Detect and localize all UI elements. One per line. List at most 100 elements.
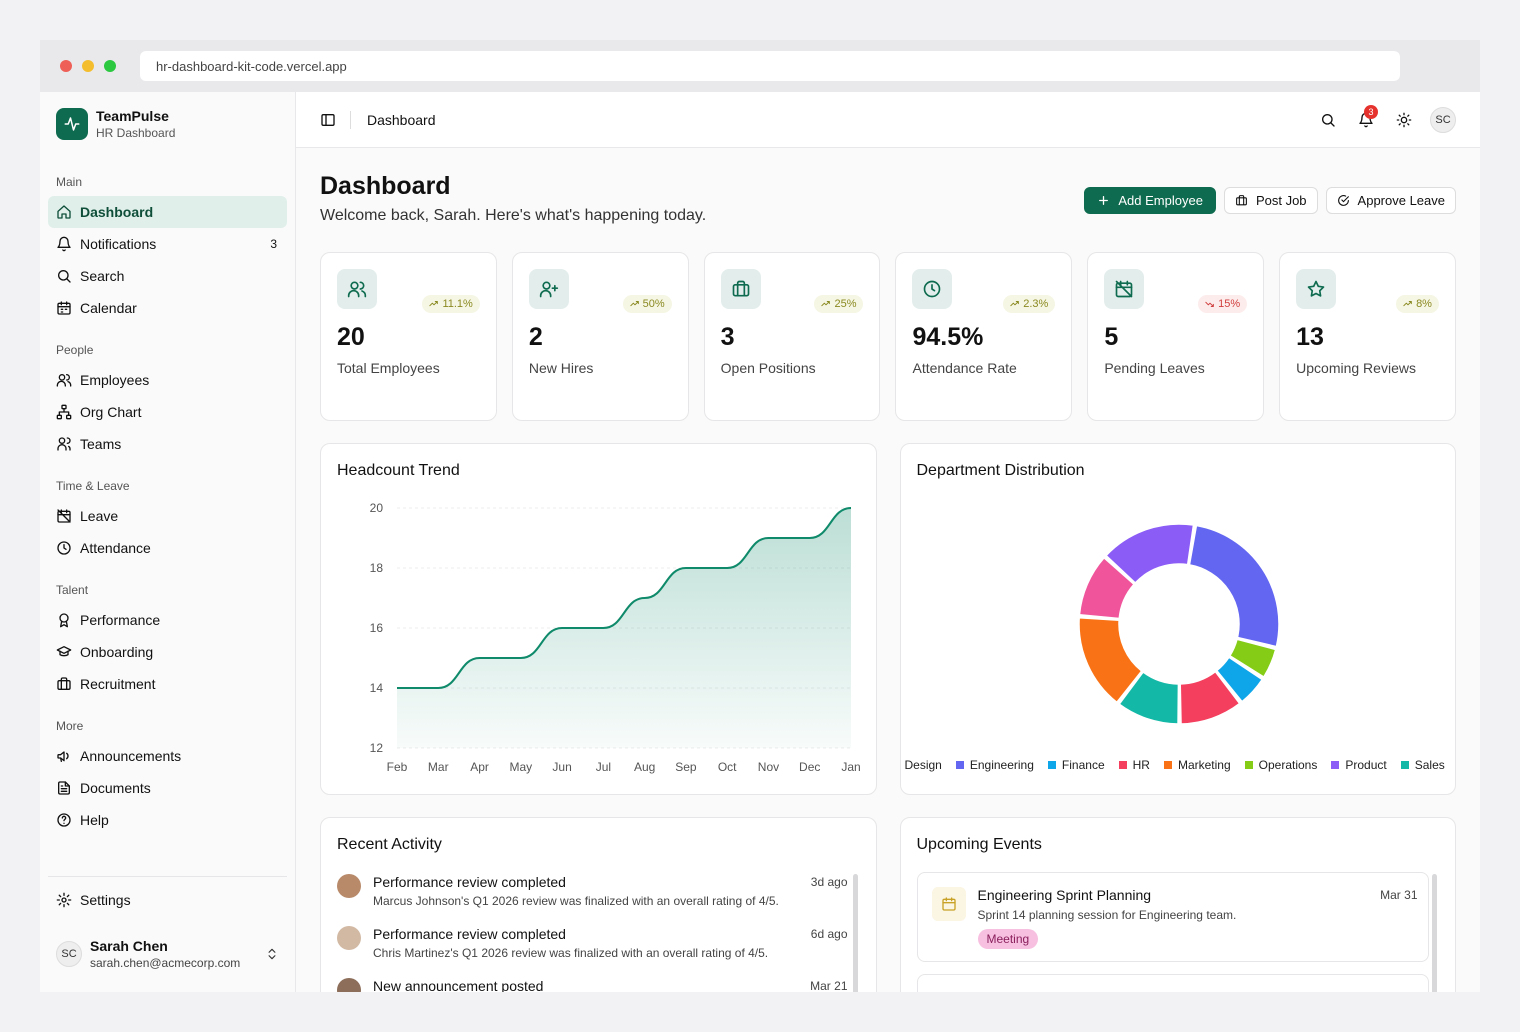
address-bar[interactable]: hr-dashboard-kit-code.vercel.app xyxy=(140,51,1400,81)
trend-badge: 8% xyxy=(1396,295,1439,313)
post-job-button[interactable]: Post Job xyxy=(1223,187,1318,214)
stat-icon xyxy=(1104,269,1145,309)
pie-slice-hr[interactable] xyxy=(1178,670,1241,725)
activity-item[interactable]: New announcement posted Mar 21 xyxy=(337,978,848,992)
stat-card[interactable]: 2.3% 94.5% Attendance Rate xyxy=(895,252,1073,421)
add-employee-button[interactable]: Add Employee xyxy=(1084,187,1216,214)
sidebar-item-documents[interactable]: Documents xyxy=(48,772,287,804)
legend-item[interactable]: Marketing xyxy=(1163,758,1231,772)
pie-slice-design[interactable] xyxy=(1078,556,1135,620)
legend-label: HR xyxy=(1132,758,1150,772)
sidebar-item-search[interactable]: Search xyxy=(48,260,287,292)
stat-card[interactable]: 8% 13 Upcoming Reviews xyxy=(1279,252,1456,421)
sidebar-item-label: Announcements xyxy=(80,748,182,764)
sidebar-item-label: Help xyxy=(80,812,109,828)
x-tick-label: Oct xyxy=(718,760,737,774)
sidebar-item-employees[interactable]: Employees xyxy=(48,364,287,396)
activity-title: Performance review completed xyxy=(373,874,566,890)
event-card[interactable]: Engineering Sprint Planning Sprint 14 pla… xyxy=(916,872,1429,962)
pie-slice-product[interactable] xyxy=(1104,523,1194,584)
sidebar-item-dashboard[interactable]: Dashboard xyxy=(48,196,287,228)
trend-value: 50% xyxy=(642,298,665,310)
scrollbar[interactable] xyxy=(852,874,858,992)
sun-icon[interactable] xyxy=(1388,104,1420,136)
users-icon xyxy=(347,281,367,298)
sidebar-item-label: Attendance xyxy=(80,540,151,556)
user-menu[interactable]: SC Sarah Chen sarah.chen@acmecorp.com xyxy=(56,934,279,974)
stat-card[interactable]: 25% 3 Open Positions xyxy=(703,252,881,421)
calendar-icon xyxy=(57,301,71,315)
sidebar-item-recruitment[interactable]: Recruitment xyxy=(48,668,287,700)
avatar xyxy=(337,874,361,898)
bell-icon[interactable]: 3 xyxy=(1350,104,1382,136)
minimize-window-dot[interactable] xyxy=(82,60,94,72)
stat-value: 3 xyxy=(720,323,735,351)
activity-title: Performance review completed xyxy=(373,926,566,942)
stat-label: Upcoming Reviews xyxy=(1296,360,1416,376)
stat-label: Open Positions xyxy=(720,360,816,376)
legend-swatch xyxy=(1118,761,1127,769)
pie-slice-finance[interactable] xyxy=(1215,656,1263,703)
sidebar-item-label: Leave xyxy=(80,508,119,524)
trend-value: 15% xyxy=(1218,298,1241,310)
legend-item[interactable]: Operations xyxy=(1244,758,1317,772)
activity-time: 3d ago xyxy=(810,875,848,889)
stat-value: 94.5% xyxy=(912,323,984,351)
stats-row: 11.1% 20 Total Employees 50% 2 New Hires 25% 3 O… xyxy=(320,252,1456,421)
document-icon xyxy=(58,781,70,795)
add-employee-label: Add Employee xyxy=(1118,193,1203,208)
trending-down-icon xyxy=(1205,301,1214,307)
sidebar-item-teams[interactable]: Teams xyxy=(48,428,287,460)
stat-card[interactable]: 50% 2 New Hires xyxy=(511,252,689,421)
stat-card[interactable]: 15% 5 Pending Leaves xyxy=(1087,252,1265,421)
close-window-dot[interactable] xyxy=(60,60,72,72)
section-label: Main xyxy=(56,175,83,189)
stat-label: Pending Leaves xyxy=(1104,360,1205,376)
main-area: Dashboard 3 SC xyxy=(296,92,1480,992)
trending-up-icon xyxy=(821,301,831,307)
legend-label: Product xyxy=(1345,758,1387,772)
avatar[interactable]: SC xyxy=(1430,106,1456,133)
sidebar-item-settings[interactable]: Settings xyxy=(48,884,287,916)
scrollbar[interactable] xyxy=(1432,874,1437,992)
topbar-divider xyxy=(350,110,351,129)
sidebar-item-label: Employees xyxy=(80,372,150,388)
legend-item[interactable]: Finance xyxy=(1047,758,1105,772)
pie-slice-marketing[interactable] xyxy=(1077,616,1143,704)
maximize-window-dot[interactable] xyxy=(104,60,116,72)
stat-card[interactable]: 11.1% 20 Total Employees xyxy=(320,252,497,421)
activity-item[interactable]: Performance review completed Marcus Johns… xyxy=(337,874,848,918)
legend-item[interactable]: Engineering xyxy=(955,758,1034,772)
sidebar-item-attendance[interactable]: Attendance xyxy=(48,532,287,564)
card-title: Department Distribution xyxy=(916,462,1085,479)
pie-slice-engineering[interactable] xyxy=(1188,524,1280,648)
approve-leave-button[interactable]: Approve Leave xyxy=(1325,187,1456,214)
sidebar-toggle-icon[interactable] xyxy=(320,112,336,128)
pie-slice-sales[interactable] xyxy=(1117,671,1179,725)
legend-item[interactable]: Sales xyxy=(1400,758,1445,772)
briefcase-icon xyxy=(57,677,71,690)
sidebar-item-notifications[interactable]: Notifications 3 xyxy=(48,228,287,260)
sidebar-item-performance[interactable]: Performance xyxy=(48,604,287,636)
trend-value: 25% xyxy=(834,298,857,310)
brand[interactable]: TeamPulse HR Dashboard xyxy=(40,92,295,140)
activity-item[interactable]: Performance review completed Chris Martin… xyxy=(337,926,848,970)
trending-up-icon xyxy=(629,301,639,307)
sidebar-item-onboarding[interactable]: Onboarding xyxy=(48,636,287,668)
sidebar-item-announcements[interactable]: Announcements xyxy=(48,740,287,772)
org-chart-icon xyxy=(56,404,72,420)
sidebar-item-calendar[interactable]: Calendar xyxy=(48,292,287,324)
sidebar-item-leave[interactable]: Leave xyxy=(48,500,287,532)
brand-subtitle: HR Dashboard xyxy=(96,126,176,140)
legend-item[interactable]: Design xyxy=(905,758,942,772)
help-icon xyxy=(57,813,71,827)
sidebar-item-org-chart[interactable]: Org Chart xyxy=(48,396,287,428)
pie-slice-operations[interactable] xyxy=(1228,638,1277,679)
sidebar-item-help[interactable]: Help xyxy=(48,804,287,836)
event-card[interactable] xyxy=(916,974,1429,992)
legend-label: Finance xyxy=(1061,758,1105,772)
sidebar-item-label: Onboarding xyxy=(80,644,154,660)
legend-item[interactable]: HR xyxy=(1118,758,1150,772)
search-icon[interactable] xyxy=(1312,104,1344,136)
legend-item[interactable]: Product xyxy=(1331,758,1387,772)
